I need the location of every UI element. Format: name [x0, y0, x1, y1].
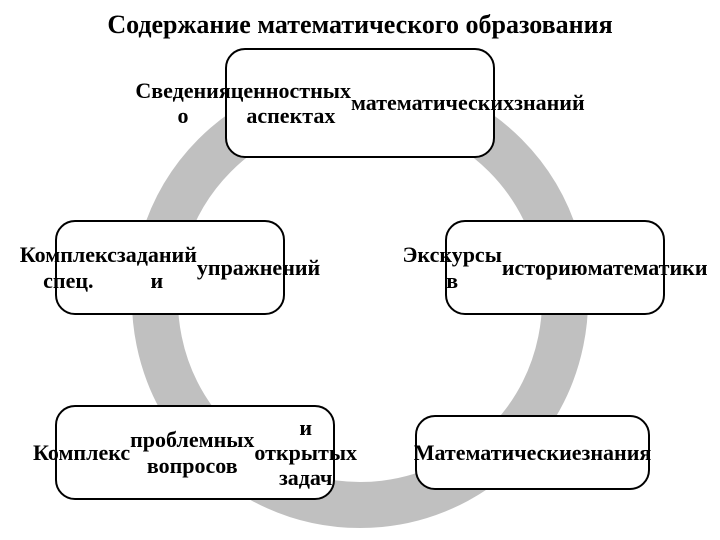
node-bottom-right: Математическиезнания: [415, 415, 650, 490]
node-top: Сведения оценностных аспектахматематичес…: [225, 48, 495, 158]
node-right: Экскурсы висториюматематики: [445, 220, 665, 315]
node-left: Комплекс спец.заданий иупражнений: [55, 220, 285, 315]
diagram-title: Содержание математического образования: [0, 10, 720, 40]
diagram-stage: Содержание математического образования С…: [0, 0, 720, 540]
node-bottom-left: Комплекспроблемных вопросови открытых за…: [55, 405, 335, 500]
